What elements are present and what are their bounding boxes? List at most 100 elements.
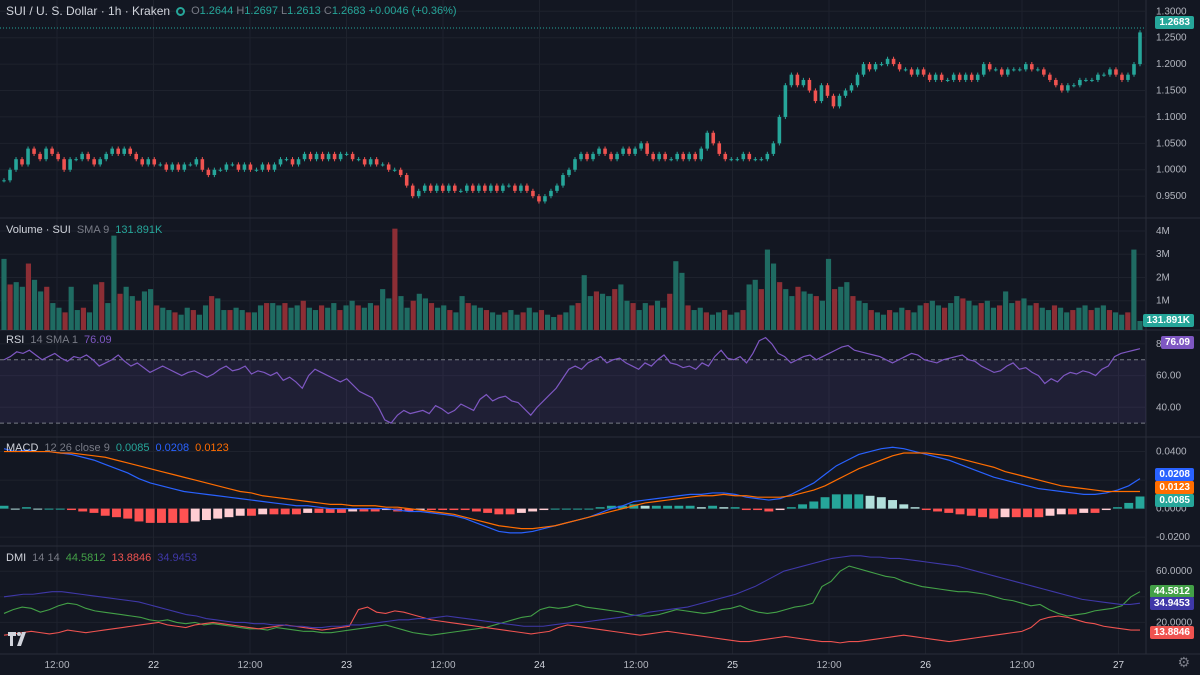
candle <box>471 185 475 191</box>
candle <box>465 185 469 191</box>
candle <box>284 159 289 161</box>
candle <box>194 159 199 165</box>
volume-bar <box>251 312 257 330</box>
volume-bar <box>496 314 502 330</box>
candle <box>609 153 613 160</box>
volume-bar <box>93 284 99 330</box>
candle <box>1096 74 1100 80</box>
high-value: 1.2697 <box>244 5 278 17</box>
candle <box>266 164 271 170</box>
volume-bar <box>74 310 80 330</box>
candle <box>669 159 673 161</box>
macd-histogram-bar <box>899 504 909 509</box>
volume-bar <box>215 298 221 330</box>
macd-badge: 0.0208 <box>1155 468 1194 481</box>
candle <box>230 164 235 166</box>
volume-bar <box>526 307 532 330</box>
candle <box>627 148 631 154</box>
volume-last-badge: 131.891K <box>1142 314 1194 327</box>
volume-bar <box>178 314 184 330</box>
y-tick-label: 0.0400 <box>1156 447 1187 458</box>
dmi-legend-title[interactable]: DMI <box>6 552 27 564</box>
candle <box>747 153 752 160</box>
candle <box>212 169 217 176</box>
volume-bar <box>361 307 367 330</box>
candle <box>651 153 655 160</box>
candle <box>374 159 379 165</box>
close-value: 1.2683 <box>331 5 366 17</box>
symbol-title[interactable]: SUI / U. S. Dollar · 1h · Kraken <box>6 4 171 18</box>
volume-legend-title[interactable]: Volume · SUI <box>6 224 71 236</box>
candle <box>404 175 409 186</box>
macd-histogram-bar <box>303 508 313 513</box>
rsi-legend-title[interactable]: RSI <box>6 334 25 346</box>
candle <box>699 148 704 160</box>
candle <box>92 159 96 165</box>
macd-histogram-bar <box>764 508 774 512</box>
candle <box>1132 64 1136 75</box>
candle <box>885 58 890 65</box>
gear-icon[interactable]: ⚙ <box>1177 654 1190 670</box>
candle <box>182 164 187 170</box>
volume-bar <box>807 293 813 330</box>
volume-bar <box>728 314 734 330</box>
candle <box>1054 79 1058 86</box>
volume-bar <box>343 305 349 330</box>
volume-bar <box>1100 305 1106 330</box>
macd-histogram-bar <box>1124 502 1134 509</box>
x-tick-label: 23 <box>341 660 353 671</box>
macd-histogram-bar <box>1135 496 1145 509</box>
macd-histogram-bar <box>775 508 785 511</box>
ohlc-values: O1.2644 H1.2697 L1.2613 C1.2683 +0.0046 … <box>191 5 457 17</box>
candle <box>20 159 24 165</box>
candle <box>98 159 102 165</box>
macd-legend-title[interactable]: MACD <box>6 442 39 454</box>
candle <box>849 85 854 91</box>
volume-bar <box>551 317 557 330</box>
volume-bar <box>575 303 581 330</box>
volume-bar <box>300 300 306 330</box>
macd-histogram-bar <box>1101 508 1111 511</box>
volume-legend: Volume · SUI SMA 9 131.891K <box>6 224 162 236</box>
macd-histogram-bar <box>820 497 830 509</box>
rsi-legend-value: 76.09 <box>84 334 112 346</box>
volume-bar <box>630 303 636 330</box>
candle <box>446 185 451 191</box>
volume-bar <box>441 305 447 330</box>
volume-bar <box>270 303 276 330</box>
price-last-badge: 1.2683 <box>1155 16 1194 29</box>
macd-histogram-bar <box>516 508 526 513</box>
candle <box>38 153 42 160</box>
tradingview-logo-icon[interactable] <box>8 632 30 646</box>
macd-histogram-bar <box>910 507 920 509</box>
macd-histogram-bar <box>606 505 616 509</box>
macd-histogram-bar <box>89 508 99 513</box>
macd-histogram-bar <box>157 508 166 523</box>
volume-bar <box>282 303 288 330</box>
macd-histogram-bar <box>966 508 976 516</box>
volume-bar <box>172 312 178 330</box>
macd-legend-macd: 0.0208 <box>155 442 190 454</box>
volume-bar <box>911 312 917 330</box>
volume-bar <box>416 293 422 330</box>
candle <box>320 153 325 160</box>
candle <box>188 164 193 166</box>
volume-bar <box>624 300 630 330</box>
y-tick-label: 1.2500 <box>1156 33 1187 44</box>
macd-histogram-bar <box>888 500 898 509</box>
x-tick-label: 24 <box>534 660 546 671</box>
volume-bar <box>1003 291 1009 330</box>
volume-bar <box>777 282 783 330</box>
macd-histogram-bar <box>573 508 583 510</box>
y-tick-label: 1M <box>1156 296 1170 307</box>
candle <box>164 164 169 170</box>
macd-histogram-bar <box>831 494 841 509</box>
candle <box>957 74 962 80</box>
volume-bar <box>31 279 38 330</box>
candle <box>639 143 643 149</box>
volume-bar <box>245 312 251 330</box>
macd-histogram-bar <box>314 508 324 513</box>
candle <box>801 79 806 86</box>
volume-bar <box>941 307 948 330</box>
